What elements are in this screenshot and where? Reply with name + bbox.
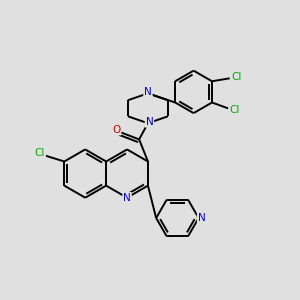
Text: N: N: [123, 193, 131, 203]
Text: N: N: [144, 87, 152, 97]
Text: Cl: Cl: [231, 72, 241, 82]
Text: O: O: [112, 125, 121, 135]
Text: Cl: Cl: [230, 105, 240, 115]
Text: Cl: Cl: [35, 148, 45, 158]
Text: N: N: [198, 213, 206, 223]
Text: N: N: [146, 117, 153, 127]
